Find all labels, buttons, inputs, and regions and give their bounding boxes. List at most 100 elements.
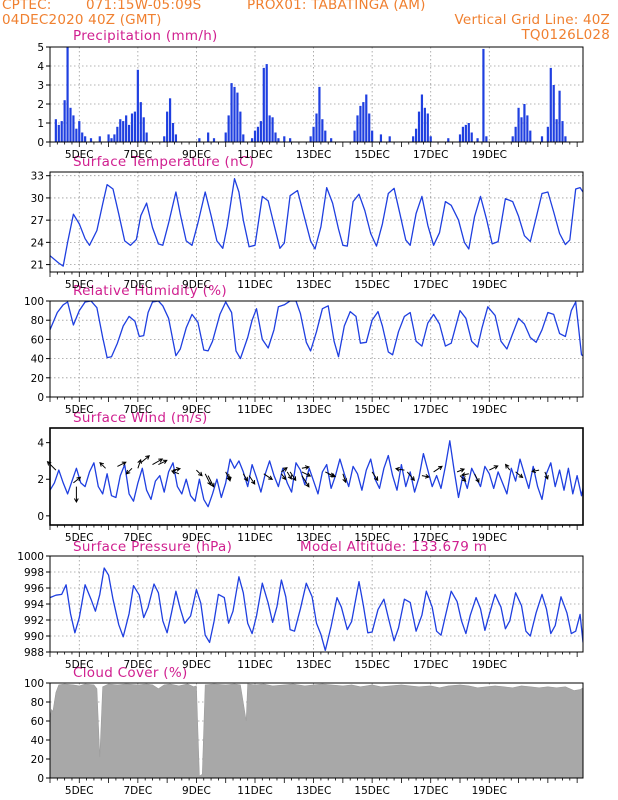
precip-bar bbox=[133, 111, 137, 142]
pressure-ytick-label: 988 bbox=[24, 647, 44, 659]
precip-xtick-label: 15DEC bbox=[354, 149, 389, 161]
wind-arrow bbox=[504, 463, 511, 471]
temp-xtick-label: 7DEC bbox=[123, 279, 152, 291]
rh-xtick-label: 7DEC bbox=[123, 404, 152, 416]
precip-bar bbox=[321, 119, 324, 142]
precip-bar bbox=[371, 130, 374, 142]
precip-bar bbox=[127, 124, 131, 142]
precip-bar bbox=[230, 83, 233, 142]
header-run-date: 04DEC2020 40Z (GMT) bbox=[2, 12, 162, 28]
precip-bar bbox=[274, 132, 277, 142]
precip-ytick-label: 1 bbox=[37, 118, 44, 130]
precip-frame bbox=[49, 46, 584, 143]
precip-bar bbox=[212, 138, 216, 142]
wind-xtick-label: 13DEC bbox=[296, 532, 331, 544]
wind-arrow bbox=[117, 461, 127, 467]
wind-arrow bbox=[474, 473, 480, 484]
pressure-xtick-label: 13DEC bbox=[296, 659, 331, 671]
precip-bar bbox=[482, 48, 485, 142]
wind-arrow bbox=[406, 471, 415, 482]
temperature-title: Surface Temperature (nC) bbox=[73, 154, 255, 170]
rh-xtick-label: 19DEC bbox=[472, 404, 507, 416]
precip-ytick-label: 4 bbox=[37, 61, 44, 73]
pressure-ytick-label: 996 bbox=[24, 583, 44, 595]
temp-ytick-label: 24 bbox=[31, 237, 45, 249]
wind-xtick-label: 15DEC bbox=[354, 532, 389, 544]
precip-xtick-label: 5DEC bbox=[65, 149, 94, 161]
precip-bar bbox=[236, 92, 239, 142]
precipitation-title: Precipitation (mm/h) bbox=[73, 28, 218, 44]
cloud-xtick-label: 19DEC bbox=[472, 785, 507, 797]
precip-bar bbox=[564, 136, 567, 142]
precip-bar bbox=[166, 111, 169, 142]
wind-arrow bbox=[281, 467, 288, 473]
precip-bar bbox=[89, 138, 93, 142]
precip-bar bbox=[517, 107, 520, 142]
precip-bar bbox=[485, 136, 488, 142]
pressure-xtick-label: 15DEC bbox=[354, 659, 389, 671]
wind-arrow bbox=[125, 467, 133, 475]
wind-arrow bbox=[289, 471, 297, 482]
precip-bar bbox=[268, 115, 271, 142]
precip-ytick-label: 5 bbox=[37, 42, 44, 54]
cloud-cover-title: Cloud Cover (%) bbox=[73, 665, 188, 681]
precip-bar bbox=[476, 138, 479, 142]
precip-bar bbox=[242, 134, 245, 142]
precip-bar bbox=[379, 134, 383, 142]
wind-xtick-label: 5DEC bbox=[65, 532, 94, 544]
precip-bar bbox=[388, 136, 391, 142]
precip-bar bbox=[130, 113, 134, 142]
wind-arrow bbox=[281, 473, 287, 481]
rh-xtick-label: 11DEC bbox=[237, 404, 272, 416]
precip-bar bbox=[163, 136, 166, 142]
precip-bar bbox=[259, 121, 262, 142]
precip-bar bbox=[420, 94, 424, 142]
precip-bar bbox=[277, 138, 280, 142]
precip-bar bbox=[423, 107, 426, 142]
precip-bar bbox=[57, 124, 60, 142]
precip-bar bbox=[250, 138, 254, 142]
precip-bar bbox=[529, 130, 532, 142]
rh-frame bbox=[49, 300, 584, 398]
precip-bar bbox=[414, 128, 418, 142]
wind-line bbox=[50, 440, 583, 508]
wind-arrow bbox=[137, 458, 142, 469]
precip-ytick-label: 0 bbox=[37, 137, 44, 149]
wind-arrow bbox=[301, 465, 310, 470]
precip-bar bbox=[142, 117, 145, 142]
temp-xtick-label: 5DEC bbox=[65, 279, 94, 291]
rh-ytick-label: 80 bbox=[31, 315, 44, 327]
precip-bar bbox=[353, 130, 356, 142]
precip-xtick-label: 11DEC bbox=[237, 149, 272, 161]
precip-bar bbox=[271, 117, 274, 142]
temp-xtick-label: 19DEC bbox=[472, 279, 507, 291]
precip-bar bbox=[145, 132, 148, 142]
precip-bar bbox=[107, 134, 110, 142]
cloud-ytick-label: 0 bbox=[37, 773, 44, 785]
temp-frame bbox=[49, 171, 584, 273]
rh-ytick-label: 20 bbox=[31, 373, 44, 385]
wind-arrow bbox=[73, 476, 82, 484]
cloud-frame bbox=[49, 682, 584, 779]
wind-xtick-label: 19DEC bbox=[472, 532, 507, 544]
wind-ytick-label: 4 bbox=[37, 438, 44, 450]
cloud-xtick-label: 17DEC bbox=[413, 785, 448, 797]
pressure-ytick-label: 992 bbox=[24, 615, 44, 627]
precip-bar bbox=[467, 123, 470, 142]
precip-bar bbox=[113, 134, 116, 142]
wind-arrow bbox=[140, 455, 151, 464]
temp-xtick-label: 15DEC bbox=[354, 279, 389, 291]
precip-bar bbox=[523, 104, 526, 142]
wind-arrow bbox=[371, 471, 379, 482]
wind-arrow bbox=[152, 458, 164, 466]
temp-ytick-label: 21 bbox=[31, 260, 44, 272]
wind-arrow bbox=[207, 475, 215, 488]
rh-ytick-label: 0 bbox=[37, 392, 44, 404]
precip-bar bbox=[54, 119, 57, 142]
precip-bar bbox=[458, 134, 462, 142]
precip-bar bbox=[136, 69, 139, 142]
precip-bar bbox=[312, 126, 315, 142]
wind-arrow bbox=[342, 473, 347, 484]
temp-panel: 21 24 27 30 33 5DEC 7DEC 9DEC 11DEC 13DEC 15DEC 17D… bbox=[31, 171, 584, 291]
